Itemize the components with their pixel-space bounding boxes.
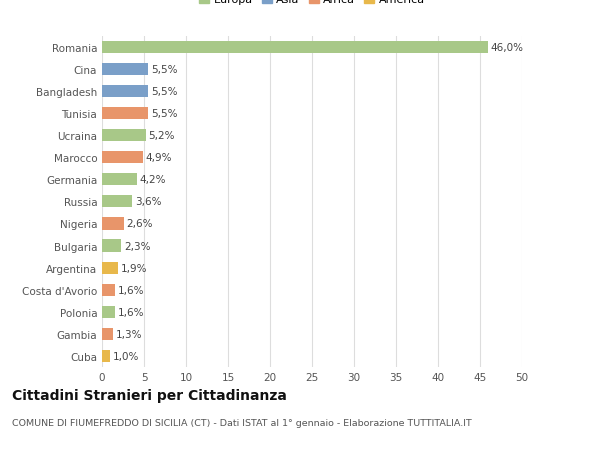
Text: 1,0%: 1,0%: [113, 351, 139, 361]
Text: 4,2%: 4,2%: [140, 175, 166, 185]
Text: 1,6%: 1,6%: [118, 307, 145, 317]
Text: 4,9%: 4,9%: [146, 153, 172, 163]
Text: 5,5%: 5,5%: [151, 109, 177, 119]
Bar: [102, 262, 118, 274]
Bar: [102, 42, 488, 54]
Bar: [102, 328, 113, 340]
Bar: [102, 196, 132, 208]
Text: 2,3%: 2,3%: [124, 241, 151, 251]
Bar: [102, 240, 121, 252]
Text: 1,9%: 1,9%: [121, 263, 147, 273]
Text: 46,0%: 46,0%: [491, 43, 524, 53]
Bar: [102, 86, 148, 98]
Text: 5,5%: 5,5%: [151, 65, 177, 75]
Bar: [102, 218, 124, 230]
Text: 2,6%: 2,6%: [127, 219, 153, 229]
Text: Cittadini Stranieri per Cittadinanza: Cittadini Stranieri per Cittadinanza: [12, 388, 287, 402]
Legend: Europa, Asia, Africa, America: Europa, Asia, Africa, America: [197, 0, 427, 7]
Text: 5,2%: 5,2%: [148, 131, 175, 141]
Bar: [102, 350, 110, 362]
Text: 1,3%: 1,3%: [115, 329, 142, 339]
Bar: [102, 108, 148, 120]
Text: 5,5%: 5,5%: [151, 87, 177, 97]
Text: 1,6%: 1,6%: [118, 285, 145, 295]
Bar: [102, 174, 137, 186]
Bar: [102, 152, 143, 164]
Text: 3,6%: 3,6%: [135, 197, 161, 207]
Bar: [102, 64, 148, 76]
Text: COMUNE DI FIUMEFREDDO DI SICILIA (CT) - Dati ISTAT al 1° gennaio - Elaborazione : COMUNE DI FIUMEFREDDO DI SICILIA (CT) - …: [12, 418, 472, 427]
Bar: [102, 130, 146, 142]
Bar: [102, 306, 115, 318]
Bar: [102, 284, 115, 296]
